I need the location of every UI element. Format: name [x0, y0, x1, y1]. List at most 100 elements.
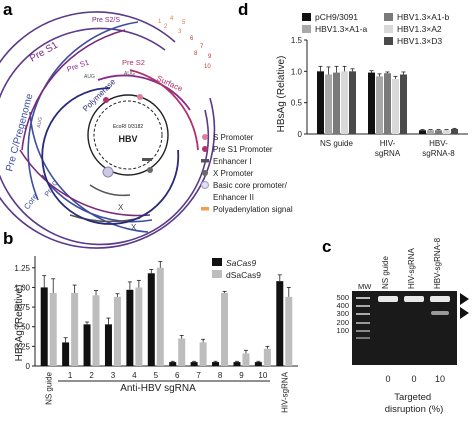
- site-number-10: 10: [204, 64, 211, 70]
- legend-d-swatch-3: [384, 25, 393, 33]
- legend-a-label-5: Enhancer II: [213, 193, 254, 202]
- arc-inner-pre-s1: [97, 74, 191, 111]
- d-bar-0-0: [317, 71, 324, 134]
- panel-c-label: c: [322, 237, 331, 256]
- legend-a-marker-4: [200, 180, 210, 190]
- label-pre-s2: Pre S2: [122, 58, 145, 67]
- b-bar-9-1: [242, 353, 250, 366]
- b-bar-2-1: [92, 295, 100, 366]
- arc-polymerase: [41, 87, 180, 225]
- band-hbv-sgrna-8: [430, 296, 450, 302]
- d-bar-0-4: [349, 71, 356, 134]
- b-bar-5-0: [147, 273, 155, 366]
- b-xtick-label-7: 7: [196, 371, 201, 380]
- arc-pregenome: [21, 29, 126, 151]
- legend-d-swatch-0: [302, 13, 311, 21]
- legend-a-marker-6: [201, 207, 209, 211]
- b-bar-2-0: [83, 324, 91, 366]
- d-xtick-label-0: NS guide: [320, 139, 353, 148]
- arc-outer-1: [0, 11, 216, 249]
- b-bar-4-1: [135, 287, 143, 366]
- legend-d-label-1: HBV1.3×A1-a: [315, 24, 367, 34]
- legend-d-swatch-2: [384, 13, 393, 21]
- band-hiv-sgrna: [404, 296, 424, 302]
- label-core: Core: [22, 191, 40, 211]
- panel-b-group-label: Anti-HBV sgRNA: [120, 383, 196, 394]
- map-legend: S Promoter Pre S1 Promoter Enhancer I X Pro…: [200, 133, 293, 214]
- lane-hbv-sgrna-8: HBV-sgRNA-8: [433, 237, 442, 289]
- arc-outer-2: [0, 27, 210, 246]
- hbv-genome-map: EcoRI 0/3182 HBV Pre S2/S Pre S1 Pre C/P…: [0, 11, 293, 249]
- site-number-6: 6: [190, 36, 194, 42]
- d-bar-0-3: [341, 71, 348, 134]
- d-xtick-label-2-b: sgRNA-8: [422, 149, 455, 158]
- site-number-5: 5: [182, 20, 186, 26]
- panel-b-label: b: [3, 229, 13, 248]
- b-xtick-label-9: 9: [239, 371, 244, 380]
- b-bar-10-0: [254, 362, 262, 366]
- legend-a-label-3: X Promoter: [213, 169, 254, 178]
- pre-s1-promoter-marker: [103, 97, 109, 103]
- d-bar-2-3: [443, 130, 450, 134]
- ladder-band-200: [356, 322, 370, 324]
- core-promoter-marker: [102, 166, 114, 178]
- ecori-site: EcoRI 0/3182: [113, 124, 144, 130]
- legend-d-label-4: HBV1.3×D3: [397, 36, 442, 46]
- label-pregenome: Pre C/Pregenome: [4, 92, 35, 173]
- b-xtick-label-2: 2: [89, 371, 94, 380]
- panel-b-legend: SaCas9 dSaCas9: [212, 258, 261, 280]
- enhancer-marker: [142, 158, 152, 161]
- aug-label-2: AUG: [124, 71, 135, 77]
- b-bar-8-1: [221, 292, 229, 366]
- arc-surface: [129, 69, 199, 151]
- b-ytick-label-3: 0.75: [14, 303, 30, 312]
- d-bar-1-1: [376, 76, 383, 134]
- b-xtick-label-5: 5: [154, 371, 159, 380]
- legend-d-swatch-1: [302, 25, 311, 33]
- d-ytick-label-0: 0: [298, 130, 303, 139]
- lane-mw: MW: [358, 282, 372, 291]
- b-bar-6-0: [169, 362, 177, 366]
- panel-b-bar-chart: 0 0.25 0.50 0.75 1.00 1.25 NS guide 1 2 3 4 5 6 7 8 9 10…: [14, 256, 298, 413]
- band-hbv-cleaved: [431, 311, 449, 315]
- panel-d-ylabel: HBsAg (Relative): [276, 56, 287, 133]
- site-number-1: 1: [158, 19, 162, 25]
- legend-a-label-4: Basic core promoter/: [213, 181, 288, 190]
- b-xtick-label-10: 10: [258, 371, 267, 380]
- disruption-ns-guide: 0: [385, 374, 390, 384]
- arc-pre-c-inner: [41, 174, 153, 223]
- d-xtick-label-1-b: sgRNA: [375, 149, 401, 158]
- s-promoter-marker: [137, 94, 143, 100]
- b-xtick-label-3: 3: [111, 371, 116, 380]
- legend-a-label-0: S Promoter: [213, 133, 254, 142]
- arc-core: [29, 111, 149, 233]
- b-bar-10-1: [263, 348, 271, 366]
- label-x-outer: X: [131, 223, 137, 232]
- b-xtick-label-11: HIV-sgRNA: [280, 371, 289, 413]
- ladder-label-400: 400: [336, 301, 349, 310]
- b-bar-8-0: [212, 362, 220, 366]
- legend-d-swatch-4: [384, 37, 393, 45]
- ladder-label-300: 300: [336, 309, 349, 318]
- legend-a-marker-0: [202, 134, 208, 140]
- b-xtick-label-6: 6: [175, 371, 180, 380]
- d-ytick-label-1: 0.5: [291, 99, 303, 108]
- d-ytick-label-2: 1.0: [291, 67, 303, 76]
- b-bar-11-0: [276, 281, 284, 366]
- d-bar-1-3: [392, 78, 399, 134]
- legend-a-label-6: Polyadenylation signal: [213, 205, 293, 214]
- panel-c-xlabel: Targeted disruption (%): [385, 392, 444, 415]
- d-bar-0-2: [333, 72, 340, 134]
- gel-image: [352, 291, 457, 365]
- legend-a-label-1: Pre S1 Promoter: [213, 145, 273, 154]
- lane-hiv-sgrna: HIV-sgRNA: [407, 247, 416, 289]
- disruption-hiv-sgrna: 0: [411, 374, 416, 384]
- d-bar-0-1: [325, 74, 332, 134]
- legend-a-marker-2: [201, 159, 209, 163]
- panel-d-bar-chart: 0 0.5 1.0 1.5 NS guide HIV-sgRNA HBV-sgRNA-8: [291, 36, 468, 158]
- b-bar-0-1: [49, 292, 57, 366]
- ladder-band-500: [356, 297, 370, 299]
- disruption-hbv-sgrna-8: 10: [435, 374, 445, 384]
- b-bar-3-0: [104, 324, 112, 366]
- panel-b-ylabel: HBsAg (Relative): [14, 285, 25, 362]
